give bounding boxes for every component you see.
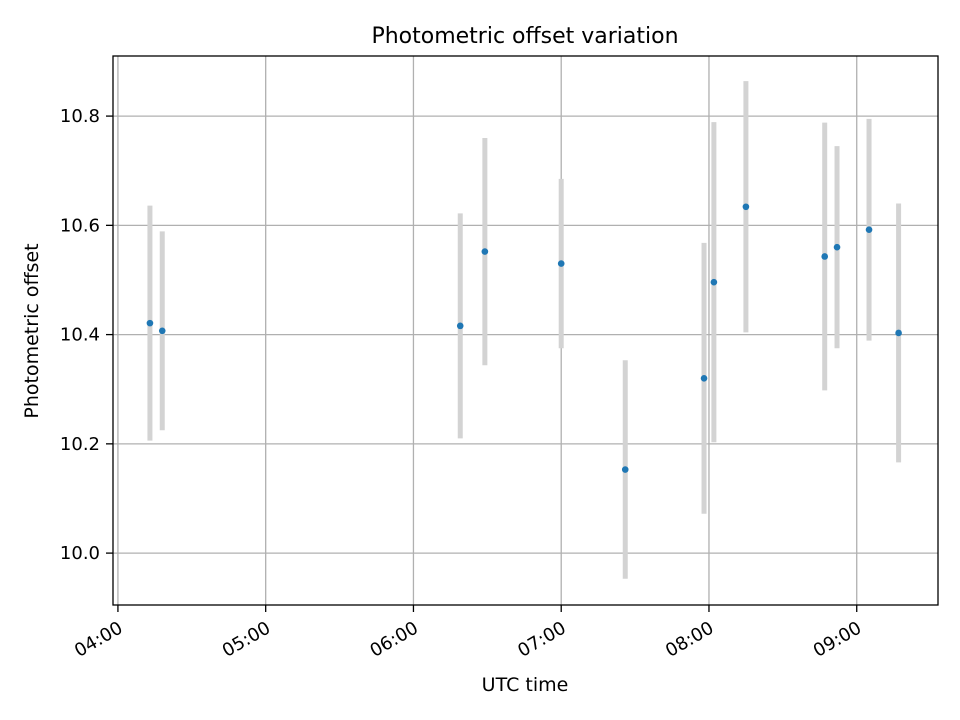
plot-area-frame [112, 55, 939, 606]
data-point [557, 260, 565, 267]
data-point [821, 253, 829, 260]
data-point [833, 243, 841, 251]
data-points [146, 203, 902, 473]
chart-title: Photometric offset variation [371, 24, 678, 49]
data-point [146, 319, 154, 327]
data-point [710, 278, 718, 286]
x-axis-label: UTC time [482, 674, 569, 696]
data-point [481, 248, 489, 255]
y-axis-label: Photometric offset [21, 243, 43, 418]
data-point [621, 466, 629, 473]
data-point [742, 203, 750, 211]
y-tick-label: 10.2 [60, 434, 100, 455]
data-point [158, 327, 166, 335]
data-point [865, 226, 873, 234]
y-tick-label: 10.8 [60, 106, 100, 127]
data-point [700, 374, 708, 382]
data-point [456, 322, 464, 330]
y-tick-label: 10.4 [60, 325, 100, 346]
grid [113, 56, 938, 605]
y-tick-label: 10.0 [60, 543, 100, 564]
data-point [895, 329, 902, 337]
y-tick-label: 10.6 [60, 215, 100, 236]
y-axis-ticks: 10.0 10.2 10.4 10.6 10.8 [60, 106, 113, 564]
